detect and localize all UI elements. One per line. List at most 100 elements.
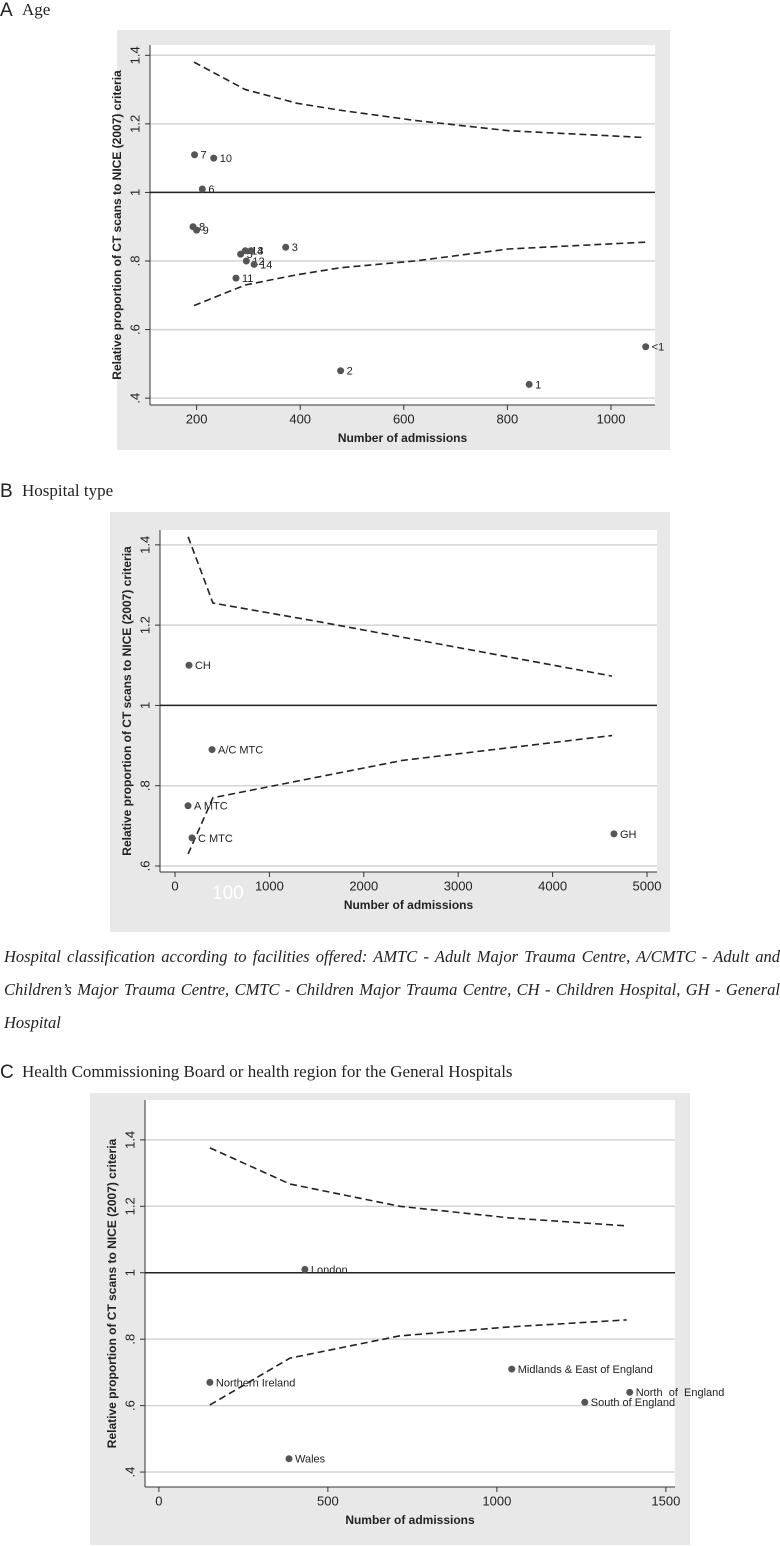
- data-point: [247, 247, 255, 255]
- point-label: North of England: [636, 1387, 725, 1399]
- data-point: [185, 661, 193, 669]
- point-label: 5: [247, 249, 253, 261]
- y-tick-label: .4: [127, 393, 142, 404]
- point-label: CH: [195, 660, 211, 672]
- data-point: [198, 185, 206, 193]
- y-tick-label: 1.2: [122, 1197, 137, 1215]
- control-limit: [187, 734, 613, 855]
- plot-area: [160, 530, 657, 872]
- x-axis-title: Number of admissions: [344, 898, 474, 912]
- data-point: [508, 1365, 516, 1373]
- y-tick-label: .6: [127, 324, 142, 335]
- x-tick-label: 800: [497, 411, 519, 426]
- x-tick-label: 2000: [349, 878, 378, 893]
- y-tick-label: .8: [122, 1334, 137, 1345]
- y-tick-label: 1.2: [137, 616, 152, 634]
- y-tick-label: 1: [127, 189, 142, 196]
- data-point: [626, 1388, 634, 1396]
- y-tick-label: 1.4: [122, 1131, 137, 1149]
- plot-area: [145, 1100, 675, 1487]
- data-point: [191, 151, 199, 159]
- point-label: A MTC: [194, 801, 228, 813]
- caption: Hospital classification according to fac…: [4, 947, 780, 1032]
- x-tick-label: 1500: [651, 1493, 680, 1508]
- point-label: 7: [201, 150, 207, 162]
- control-limit: [193, 61, 646, 139]
- data-point: [232, 274, 240, 282]
- x-tick-label: 4000: [538, 878, 567, 893]
- data-point: [250, 260, 258, 268]
- data-point: [206, 1378, 214, 1386]
- data-point: [525, 380, 533, 388]
- point-label: 3: [292, 242, 298, 254]
- y-tick-label: .4: [122, 1467, 137, 1478]
- x-tick-label: 1000: [255, 878, 284, 893]
- control-limit: [193, 241, 646, 307]
- panel-label: A: [0, 0, 13, 21]
- control-limit: [209, 1147, 627, 1227]
- x-tick-label: 0: [155, 1493, 162, 1508]
- point-label: 11: [242, 273, 253, 285]
- x-tick-label: 3000: [444, 878, 473, 893]
- point-label: London: [311, 1264, 348, 1276]
- point-label: 4: [257, 246, 263, 258]
- x-tick-label: 600: [393, 411, 415, 426]
- point-label: 6: [208, 184, 214, 196]
- point-label: Wales: [295, 1454, 326, 1466]
- y-axis-title: Relative proportion of CT scans to NICE …: [105, 1138, 119, 1448]
- y-tick-label: .8: [137, 780, 152, 791]
- x-tick-label: 1000: [597, 411, 626, 426]
- data-point: [208, 746, 216, 754]
- panel-title: Health Commissioning Board or health reg…: [22, 1062, 513, 1081]
- x-tick-label: 400: [289, 411, 311, 426]
- point-label: 10: [220, 153, 232, 165]
- point-label: Northern Ireland: [216, 1377, 295, 1389]
- y-tick-label: 1: [137, 702, 152, 709]
- y-axis-title: Relative proportion of CT scans to NICE …: [120, 546, 134, 856]
- data-point: [241, 247, 249, 255]
- x-axis-title: Number of admissions: [345, 1513, 475, 1527]
- data-point: [301, 1265, 309, 1273]
- x-tick-label: 200: [186, 411, 208, 426]
- y-axis-title: Relative proportion of CT scans to NICE …: [110, 70, 124, 380]
- point-label: 13: [251, 246, 263, 258]
- data-point: [184, 802, 192, 810]
- point-label: 2: [347, 366, 353, 378]
- point-label: 8: [199, 222, 205, 234]
- point-label: 9: [203, 225, 209, 237]
- x-tick-label: 500: [317, 1493, 339, 1508]
- x-tick-label: 1000: [482, 1493, 511, 1508]
- annotation: 100: [212, 883, 244, 904]
- y-tick-label: .6: [137, 861, 152, 872]
- y-tick-label: .6: [122, 1400, 137, 1411]
- x-tick-label: 5000: [633, 878, 662, 893]
- x-tick-label: 0: [171, 878, 178, 893]
- data-point: [610, 830, 618, 838]
- data-point: [193, 226, 201, 234]
- point-label: 1: [535, 379, 541, 391]
- panel-title: Age: [22, 0, 50, 19]
- y-tick-label: 1: [122, 1269, 137, 1276]
- point-label: <1: [652, 342, 665, 354]
- data-point: [285, 1455, 293, 1463]
- panel-title: Hospital type: [22, 481, 113, 500]
- y-tick-label: 1.2: [127, 115, 142, 133]
- panel-label: C: [0, 1062, 14, 1083]
- control-limit: [209, 1319, 627, 1406]
- point-label: A/C MTC: [218, 744, 263, 756]
- point-label: GH: [620, 829, 637, 841]
- data-point: [282, 243, 290, 251]
- data-point: [581, 1398, 589, 1406]
- control-limit: [187, 536, 613, 677]
- point-label: Midlands & East of England: [518, 1364, 653, 1376]
- y-tick-label: 1.4: [137, 536, 152, 554]
- x-axis-title: Number of admissions: [338, 431, 468, 445]
- data-point: [242, 257, 250, 265]
- point-label: 14: [260, 259, 272, 271]
- point-label: South of England: [591, 1397, 675, 1409]
- plot-area: [150, 45, 655, 405]
- point-label: C MTC: [198, 833, 233, 845]
- y-tick-label: 1.4: [127, 46, 142, 64]
